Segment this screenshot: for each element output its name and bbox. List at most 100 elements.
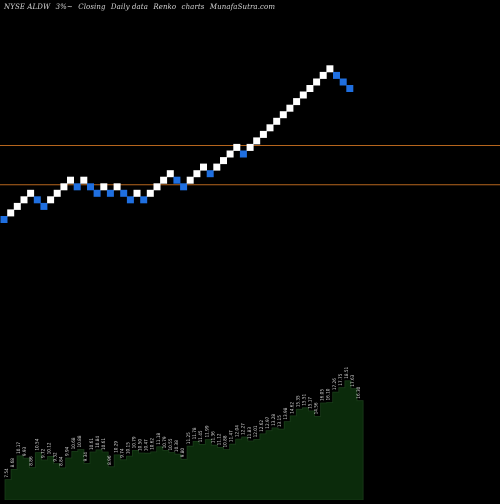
volume-label: 17.63 [350,374,355,386]
volume-label: 10.54 [34,438,39,450]
renko-brick-up [60,183,68,191]
renko-brick-up [313,78,321,86]
volume-label: 10.61 [101,438,106,450]
volume-label: 10.88 [223,435,228,447]
symbol-label: NYSE ALDW [4,3,51,11]
volume-label: 8.96 [107,455,112,465]
renko-brick-up [273,117,281,125]
renko-brick-up [213,163,221,171]
renko-brick-up [299,91,307,99]
volume-label: 11.78 [192,427,197,439]
renko-brick-up [306,85,314,92]
renko-brick-down [93,189,101,197]
renko-brick-up [13,202,21,210]
renko-brick-down [239,150,247,158]
volume-label: 10.88 [77,435,82,447]
volume-label: 13.28 [271,414,276,426]
renko-brick-up [259,130,267,138]
volume-label: 18.51 [344,366,349,378]
renko-brick-down [333,71,340,79]
volume-area [4,380,364,501]
volume-label: 17.26 [332,378,337,390]
volume-label: 9.34 [83,452,88,462]
renko-brick-up [113,183,121,191]
volume-label: 17.75 [338,373,343,385]
volume-label: 10.79 [162,436,167,448]
volume-label: 7.54 [4,468,9,478]
renko-brick-up [286,104,294,112]
renko-brick-up [233,143,241,151]
renko-brick-up [27,189,35,197]
volume-label: 10.55 [168,438,173,450]
volume-label: 14.62 [289,402,294,414]
volume-label: 10.62 [150,438,155,450]
renko-brick-up [7,209,15,217]
volume-label: 12.04 [235,425,240,437]
renko-brick-down [140,196,148,204]
volume-label: 10.47 [144,439,149,451]
volume-label: 10.17 [16,442,21,454]
renko-brick-down [106,189,114,197]
chart-header: NYSE ALDW 3%~ Closing Daily data Renko c… [4,3,278,11]
renko-brick-up [133,189,141,197]
volume-label: 16.30 [356,386,361,398]
renko-brick-up [80,176,88,184]
volume-label: 12.97 [265,416,270,428]
site-label: MunafaSutra.com [209,3,276,11]
volume-label: 11.12 [216,433,221,445]
volume-label: 11.83 [247,427,252,439]
volume-label: 10.15 [125,442,130,454]
volume-label: 10.61 [89,438,94,450]
volume-label: 13.98 [283,407,288,419]
volume-label: 12.62 [259,420,264,432]
volume-label: 13.15 [277,415,282,427]
renko-brick-down [73,183,81,191]
renko-brick-down [126,196,134,204]
volume-label: 9.80 [180,448,185,458]
volume-label: 11.47 [229,430,234,442]
renko-brick-down [339,78,347,86]
volume-label: 9.32 [53,452,58,462]
renko-brick-down [120,189,128,197]
renko-brick-down [0,216,8,223]
renko-brick-down [87,183,94,191]
renko-brick-up [200,163,207,171]
renko-brick-up [226,150,234,158]
renko-brick-up [153,183,161,191]
header-word-closing: Closing [78,3,106,11]
renko-brick-up [326,65,334,73]
renko-brick-down [33,196,41,204]
volume-label: 12.27 [241,423,246,435]
volume-label: 10.68 [71,437,76,449]
renko-brick-up [160,176,168,184]
renko-brick-up [67,176,74,184]
renko-brick-up [166,170,174,178]
volume-label: 15.17 [308,397,313,409]
renko-brick-up [293,98,301,106]
renko-brick-up [20,196,28,204]
volume-label: 11.18 [156,432,161,444]
volume-label: 10.38 [174,440,179,452]
volume-label: 10.79 [132,436,137,448]
volume-label: 10.84 [95,436,100,448]
renko-brick-down [206,170,214,178]
renko-brick-down [173,176,181,184]
volume-label: 16.05 [320,389,325,401]
renko-brick-up [246,143,254,151]
renko-brick-down [346,85,354,92]
renko-brick-up [53,189,61,197]
renko-brick-up [253,137,261,145]
volume-label: 15.51 [301,393,306,405]
renko-brick-up [319,71,327,79]
volume-label: 12.01 [253,425,258,437]
renko-brick-down [40,202,48,210]
volume-label: 15.35 [295,395,300,407]
header-word-daily: Daily data [110,3,148,11]
volume-label: 8.86 [28,456,33,466]
renko-brick-up [146,189,154,197]
volume-label: 8.68 [10,458,15,468]
renko-brick-up [279,111,287,119]
volume-label: 11.25 [186,432,191,444]
